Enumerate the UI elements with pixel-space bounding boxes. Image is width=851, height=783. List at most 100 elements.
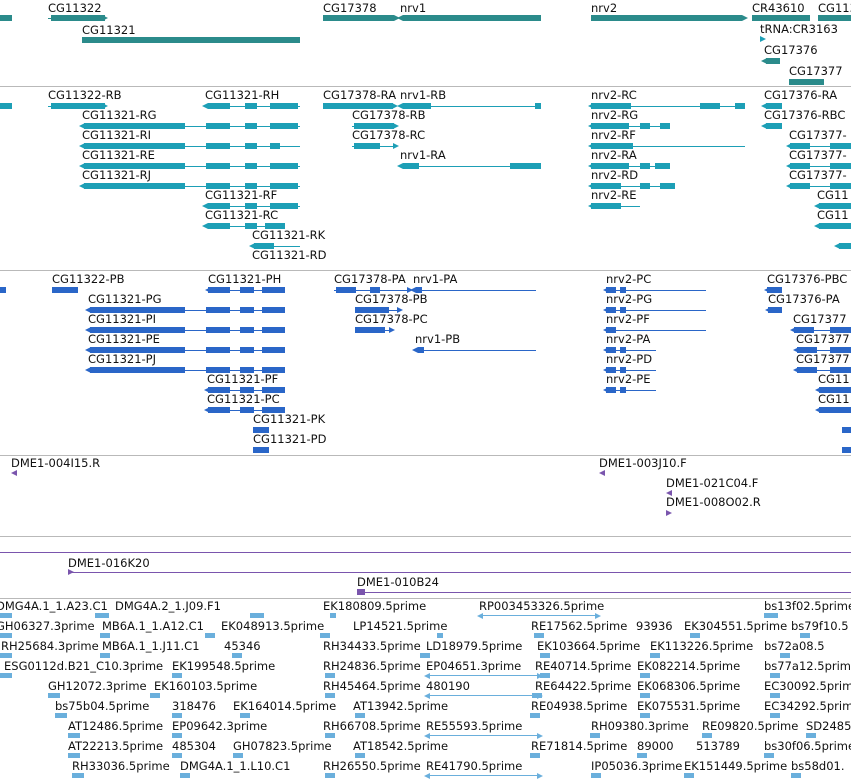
- protein-label[interactable]: CG11: [818, 372, 850, 386]
- est-feature[interactable]: [532, 693, 542, 698]
- est-feature[interactable]: [780, 653, 790, 658]
- gene-feature[interactable]: [789, 79, 824, 85]
- est-label[interactable]: RH33036.5prime: [72, 759, 170, 773]
- protein-label[interactable]: nrv2-PD: [606, 352, 653, 366]
- est-label[interactable]: RE04938.5prime: [531, 699, 628, 713]
- est-feature[interactable]: [590, 733, 600, 738]
- transcript-feature[interactable]: [640, 183, 650, 189]
- protein-feature[interactable]: [620, 387, 626, 393]
- est-label[interactable]: LD18979.5prime: [426, 639, 523, 653]
- protein-feature[interactable]: [794, 327, 814, 333]
- gene-label[interactable]: nrv2: [591, 1, 618, 15]
- transcript-label[interactable]: CG11: [817, 208, 849, 222]
- protein-feature[interactable]: [240, 347, 254, 353]
- transcript-feature[interactable]: [819, 203, 851, 209]
- transcript-label[interactable]: CG17377-: [789, 128, 847, 142]
- est-feature[interactable]: [702, 733, 712, 738]
- protein-feature[interactable]: [253, 447, 269, 453]
- clone-span[interactable]: [357, 592, 851, 593]
- protein-feature[interactable]: [830, 367, 851, 373]
- gene-feature[interactable]: [766, 58, 780, 64]
- est-label[interactable]: RE41790.5prime: [426, 759, 523, 773]
- est-label[interactable]: EC34292.5prime: [764, 699, 851, 713]
- clone-span[interactable]: [0, 552, 851, 553]
- transcript-feature[interactable]: [206, 163, 230, 169]
- protein-feature[interactable]: [620, 307, 626, 313]
- protein-feature[interactable]: [262, 387, 285, 393]
- est-span[interactable]: [426, 675, 541, 676]
- est-feature[interactable]: [172, 753, 182, 758]
- protein-feature[interactable]: [819, 407, 851, 413]
- est-feature[interactable]: [320, 633, 330, 638]
- transcript-label[interactable]: nrv2-RC: [591, 88, 637, 102]
- transcript-feature-intron[interactable]: [789, 166, 851, 167]
- transcript-feature[interactable]: [766, 103, 782, 109]
- transcript-feature-intron[interactable]: [591, 146, 745, 147]
- protein-feature-intron[interactable]: [793, 330, 851, 331]
- transcript-feature[interactable]: [270, 123, 298, 129]
- transcript-feature-intron[interactable]: [591, 126, 670, 127]
- transcript-label[interactable]: CG17376-RBC: [764, 108, 846, 122]
- protein-feature[interactable]: [606, 347, 616, 353]
- est-label[interactable]: ESG0112d.B21_C10.3prime: [4, 659, 164, 673]
- transcript-feature[interactable]: [354, 143, 380, 149]
- protein-feature-intron[interactable]: [88, 370, 285, 371]
- transcript-feature[interactable]: [0, 103, 12, 109]
- protein-label[interactable]: nrv1-PB: [415, 332, 461, 346]
- clone-label[interactable]: DME1-021C04.F: [666, 476, 759, 490]
- transcript-label[interactable]: nrv2-RF: [591, 128, 636, 142]
- transcript-feature[interactable]: [270, 143, 280, 149]
- gene-label[interactable]: CG17376: [764, 43, 818, 57]
- gene-label[interactable]: CR43610: [752, 1, 805, 15]
- transcript-feature[interactable]: [819, 223, 851, 229]
- est-label[interactable]: AT13942.5prime: [353, 699, 449, 713]
- protein-feature[interactable]: [240, 407, 254, 413]
- transcript-feature-intron[interactable]: [591, 106, 745, 107]
- est-feature[interactable]: [100, 653, 110, 658]
- gene-feature[interactable]: [818, 15, 851, 21]
- gene-feature[interactable]: [591, 15, 742, 21]
- est-feature[interactable]: [325, 693, 335, 698]
- transcript-label[interactable]: CG11321-RD: [252, 248, 327, 262]
- est-label[interactable]: GH06327.3prime: [0, 619, 95, 633]
- est-feature[interactable]: [540, 653, 550, 658]
- est-label[interactable]: bs58d01.: [791, 759, 845, 773]
- protein-label[interactable]: CG11321-PE: [88, 332, 160, 346]
- est-label[interactable]: EK048913.5prime: [221, 619, 325, 633]
- est-label[interactable]: RE09820.5prime: [702, 719, 799, 733]
- est-label[interactable]: GH12072.3prime: [48, 679, 147, 693]
- protein-feature[interactable]: [606, 287, 616, 293]
- transcript-feature[interactable]: [655, 163, 670, 169]
- transcript-feature[interactable]: [245, 103, 257, 109]
- protein-label[interactable]: nrv2-PE: [606, 372, 651, 386]
- transcript-label[interactable]: CG11321-RH: [205, 88, 280, 102]
- protein-feature[interactable]: [240, 327, 254, 333]
- protein-label[interactable]: CG11: [818, 392, 850, 406]
- est-feature[interactable]: [534, 633, 544, 638]
- protein-feature[interactable]: [206, 327, 230, 333]
- est-feature[interactable]: [650, 653, 660, 658]
- transcript-feature[interactable]: [208, 103, 230, 109]
- gene-label[interactable]: CG17378: [323, 1, 377, 15]
- transcript-label[interactable]: CG11322-RB: [48, 88, 122, 102]
- transcript-label[interactable]: nrv2-RE: [591, 188, 637, 202]
- protein-feature[interactable]: [830, 327, 851, 333]
- est-label[interactable]: EK103664.5prime: [537, 639, 641, 653]
- est-feature[interactable]: [330, 613, 336, 618]
- est-feature[interactable]: [0, 673, 12, 678]
- est-feature[interactable]: [55, 713, 67, 718]
- protein-label[interactable]: CG17378-PC: [355, 312, 428, 326]
- protein-label[interactable]: CG11321-PF: [207, 372, 279, 386]
- est-label[interactable]: RP003453326.5prime: [479, 599, 605, 613]
- est-label[interactable]: AT12486.5prime: [68, 719, 164, 733]
- est-label[interactable]: 513789: [696, 739, 740, 753]
- protein-feature[interactable]: [842, 447, 851, 453]
- gene-label[interactable]: CG11321: [82, 23, 136, 37]
- transcript-feature[interactable]: [84, 143, 185, 149]
- est-feature[interactable]: [770, 673, 780, 678]
- est-label[interactable]: bs77a12.5prime: [764, 659, 851, 673]
- transcript-label[interactable]: CG11321-RE: [82, 148, 155, 162]
- protein-feature[interactable]: [767, 287, 782, 293]
- protein-feature[interactable]: [240, 387, 254, 393]
- protein-feature-intron[interactable]: [88, 330, 285, 331]
